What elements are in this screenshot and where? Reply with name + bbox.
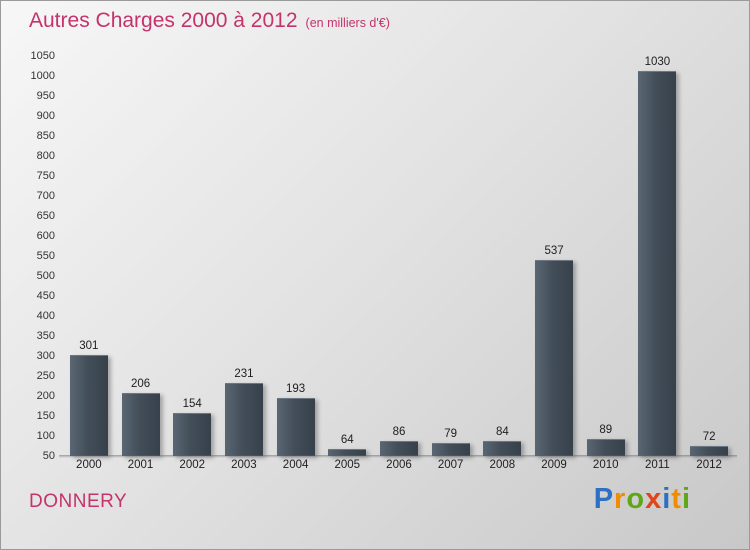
chart-subtitle: (en milliers d'€) bbox=[305, 16, 390, 30]
y-tick-label: 350 bbox=[36, 330, 55, 342]
x-tick-label: 2001 bbox=[127, 459, 154, 471]
bar-value-label: 84 bbox=[495, 426, 509, 439]
x-tick-label: 2011 bbox=[645, 459, 670, 471]
y-tick-label: 450 bbox=[36, 290, 55, 302]
bar-group: 154 bbox=[166, 56, 218, 456]
bar-group: 89 bbox=[580, 56, 632, 456]
plot-area: 301 206 154 231 193 64 86 79 84 537 89 1030 72 bbox=[59, 56, 737, 458]
brand-letter: x bbox=[645, 483, 663, 515]
bar bbox=[690, 446, 729, 456]
x-tick-label: 2008 bbox=[489, 459, 516, 471]
bar-value-label: 206 bbox=[130, 377, 151, 390]
x-tick-label: 2010 bbox=[592, 459, 619, 471]
y-tick-label: 50 bbox=[42, 450, 55, 462]
bar-group: 64 bbox=[321, 56, 373, 456]
bar-value-label: 301 bbox=[79, 339, 99, 352]
bar-group: 206 bbox=[115, 56, 167, 456]
bar-value-label: 193 bbox=[286, 382, 306, 395]
bar-value-label: 537 bbox=[544, 245, 564, 258]
x-tick-label: 2004 bbox=[282, 459, 309, 471]
x-tick-label: 2003 bbox=[231, 459, 257, 471]
y-tick-label: 950 bbox=[36, 90, 55, 102]
bar-value-label: 1030 bbox=[644, 56, 671, 68]
bar-group: 231 bbox=[218, 56, 270, 456]
bar-value-label: 64 bbox=[340, 434, 354, 447]
bar bbox=[173, 413, 212, 456]
bar-value-label: 231 bbox=[234, 367, 254, 380]
bar-group: 79 bbox=[425, 56, 477, 456]
y-tick-label: 600 bbox=[36, 230, 55, 242]
x-tick-label: 2002 bbox=[179, 459, 206, 471]
brand-logo: Proxiti bbox=[594, 483, 691, 516]
bar bbox=[276, 397, 315, 456]
y-tick-label: 500 bbox=[36, 270, 55, 282]
bar bbox=[483, 441, 522, 456]
x-tick-label: 2007 bbox=[437, 459, 464, 471]
brand-letter: i bbox=[681, 483, 691, 515]
y-tick-label: 100 bbox=[36, 430, 55, 442]
bar-group: 84 bbox=[477, 56, 529, 456]
bar bbox=[69, 354, 108, 456]
y-tick-label: 300 bbox=[36, 350, 55, 362]
y-tick-label: 250 bbox=[36, 370, 55, 382]
bar-group: 72 bbox=[683, 56, 735, 456]
bar-value-label: 72 bbox=[702, 431, 716, 444]
bar-group: 86 bbox=[373, 56, 425, 456]
bar-group: 1030 bbox=[632, 56, 684, 456]
bar bbox=[379, 440, 418, 456]
y-tick-label: 800 bbox=[36, 150, 55, 162]
bar bbox=[431, 443, 470, 456]
y-tick-label: 550 bbox=[36, 250, 55, 262]
bar-value-label: 86 bbox=[392, 425, 406, 438]
y-tick-label: 700 bbox=[36, 190, 55, 202]
y-tick-label: 1050 bbox=[30, 50, 55, 62]
bar-value-label: 89 bbox=[599, 424, 613, 437]
x-tick-label: 2005 bbox=[334, 459, 361, 471]
y-tick-label: 750 bbox=[36, 170, 55, 182]
y-tick-label: 850 bbox=[36, 130, 55, 142]
y-tick-label: 900 bbox=[36, 110, 55, 122]
x-tick-label: 2006 bbox=[386, 459, 412, 471]
y-tick-label: 150 bbox=[36, 410, 55, 422]
bar bbox=[535, 260, 574, 456]
brand-letter: r bbox=[614, 483, 627, 515]
x-axis: 2000 2001 2002 2003 2004 2005 2006 2007 2008 2009… bbox=[63, 459, 735, 471]
bar bbox=[638, 71, 677, 456]
brand-letter: i bbox=[662, 483, 672, 515]
bar-group: 301 bbox=[63, 56, 115, 456]
x-tick-label: 2000 bbox=[76, 459, 102, 471]
bar-value-label: 79 bbox=[444, 428, 458, 441]
x-tick-label: 2009 bbox=[541, 459, 567, 471]
y-tick-label: 1000 bbox=[30, 70, 55, 82]
bar bbox=[328, 449, 367, 456]
y-tick-label: 400 bbox=[36, 310, 55, 322]
company-name: DONNERY bbox=[29, 491, 128, 512]
chart-title-row: Autres Charges 2000 à 2012 (en milliers d… bbox=[29, 9, 390, 33]
chart-title: Autres Charges 2000 à 2012 bbox=[29, 9, 298, 32]
x-tick-label: 2012 bbox=[696, 459, 722, 471]
bar bbox=[224, 382, 263, 456]
y-tick-label: 650 bbox=[36, 210, 55, 222]
bar bbox=[586, 439, 625, 456]
bar bbox=[121, 392, 160, 456]
y-tick-label: 200 bbox=[36, 390, 55, 402]
bar-group: 537 bbox=[528, 56, 580, 456]
brand-letter: P bbox=[593, 483, 615, 515]
brand-letter: o bbox=[626, 483, 646, 515]
bar-value-label: 154 bbox=[182, 398, 202, 411]
y-axis: 1050 1000 950 900 850 800 750 700 650 600 550 500 45… bbox=[1, 50, 55, 462]
brand-letter: t bbox=[671, 483, 682, 515]
bar-group: 193 bbox=[270, 56, 322, 456]
